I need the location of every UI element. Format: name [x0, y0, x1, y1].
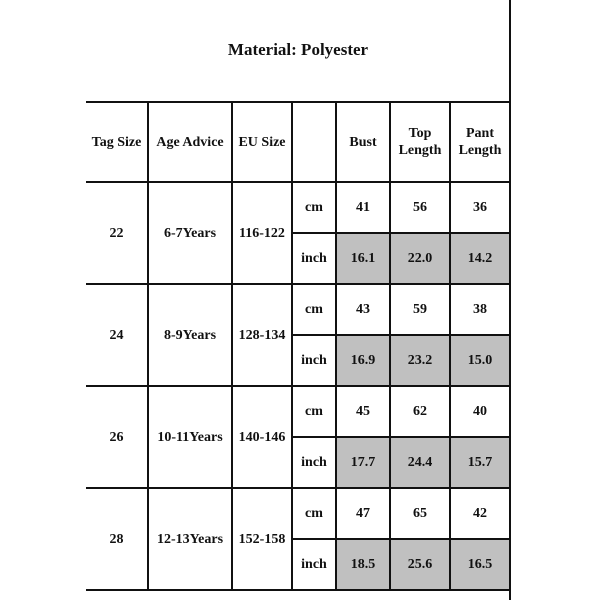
size-chart-table: Tag Size Age Advice EU Size Bust Top Len…: [86, 101, 511, 591]
pant-length-cell: 40: [449, 385, 511, 438]
top-length-cell: 56: [389, 181, 451, 234]
age-advice-cell: 8-9Years: [147, 283, 233, 387]
unit-cell: inch: [291, 436, 337, 489]
bust-cell: 47: [335, 487, 391, 540]
pant-length-cell: 16.5: [449, 538, 511, 591]
eu-size-cell: 128-134: [231, 283, 293, 387]
bust-cell: 18.5: [335, 538, 391, 591]
eu-size-cell: 116-122: [231, 181, 293, 285]
pant-length-cell: 15.7: [449, 436, 511, 489]
eu-size-cell: 140-146: [231, 385, 293, 489]
pant-length-cell: 36: [449, 181, 511, 234]
unit-cell: inch: [291, 538, 337, 591]
header-tag-size: Tag Size: [86, 101, 149, 183]
tag-size-cell: 28: [86, 487, 149, 591]
top-length-cell: 25.6: [389, 538, 451, 591]
header-unit: [291, 101, 337, 183]
tag-size-cell: 22: [86, 181, 149, 285]
pant-length-cell: 14.2: [449, 232, 511, 285]
top-length-cell: 22.0: [389, 232, 451, 285]
age-advice-cell: 12-13Years: [147, 487, 233, 591]
pant-length-cell: 38: [449, 283, 511, 336]
top-length-cell: 24.4: [389, 436, 451, 489]
unit-cell: cm: [291, 487, 337, 540]
tag-size-cell: 24: [86, 283, 149, 387]
table-row-inch: inch 16.1 22.0 14.2: [86, 232, 511, 285]
top-length-cell: 59: [389, 283, 451, 336]
unit-cell: cm: [291, 283, 337, 336]
header-age-advice: Age Advice: [147, 101, 233, 183]
bust-cell: 17.7: [335, 436, 391, 489]
top-length-cell: 62: [389, 385, 451, 438]
material-title: Material: Polyester: [227, 40, 369, 59]
table-row-cm: 28 12-13Years 152-158 cm 47 65 42: [86, 487, 511, 591]
table-row-inch: inch 18.5 25.6 16.5: [86, 538, 511, 591]
table-row-cm: 26 10-11Years 140-146 cm 45 62 40: [86, 385, 511, 489]
table-row-inch: inch 17.7 24.4 15.7: [86, 436, 511, 489]
tag-size-cell: 26: [86, 385, 149, 489]
table-row-inch: inch 16.9 23.2 15.0: [86, 334, 511, 387]
top-length-cell: 65: [389, 487, 451, 540]
table-row-cm: 24 8-9Years 128-134 cm 43 59 38: [86, 283, 511, 387]
unit-cell: inch: [291, 334, 337, 387]
unit-cell: cm: [291, 181, 337, 234]
header-top-length: Top Length: [389, 101, 451, 183]
age-advice-cell: 6-7Years: [147, 181, 233, 285]
top-length-cell: 23.2: [389, 334, 451, 387]
pant-length-cell: 42: [449, 487, 511, 540]
bust-cell: 16.9: [335, 334, 391, 387]
pant-length-cell: 15.0: [449, 334, 511, 387]
bust-cell: 43: [335, 283, 391, 336]
age-advice-cell: 10-11Years: [147, 385, 233, 489]
unit-cell: cm: [291, 385, 337, 438]
header-row: Tag Size Age Advice EU Size Bust Top Len…: [86, 101, 511, 183]
right-border-line: [509, 0, 511, 600]
table-row-cm: 22 6-7Years 116-122 cm 41 56 36: [86, 181, 511, 285]
header-pant-length: Pant Length: [449, 101, 511, 183]
eu-size-cell: 152-158: [231, 487, 293, 591]
bust-cell: 41: [335, 181, 391, 234]
header-bust: Bust: [335, 101, 391, 183]
bust-cell: 45: [335, 385, 391, 438]
header-eu-size: EU Size: [231, 101, 293, 183]
bust-cell: 16.1: [335, 232, 391, 285]
unit-cell: inch: [291, 232, 337, 285]
